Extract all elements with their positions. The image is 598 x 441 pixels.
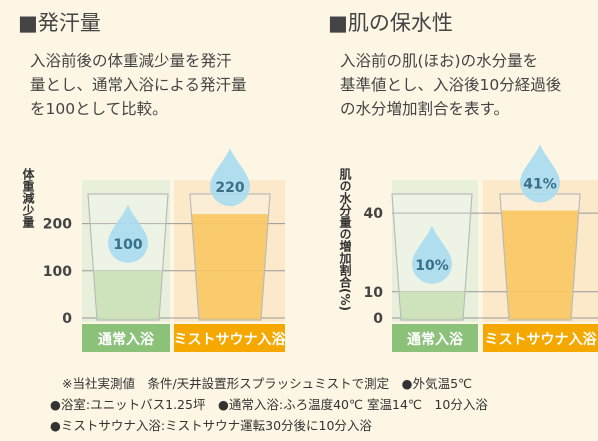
x-tick-label: 通常入浴 — [407, 331, 464, 348]
page: ■発汗量入浴前後の体重減少量を発汗量とし、通常入浴による発汗量を100として比較… — [0, 0, 598, 441]
drop — [520, 144, 560, 202]
note: ●浴室:ユニットバス1.25坪 ●通常入浴:ふろ温度40℃ 室温14℃ 10分入… — [50, 397, 488, 412]
note: ※当社実測値 条件/天井設置形スプラッシュミストで測定 ●外気温5℃ — [62, 376, 472, 391]
y-tick-label: 40 — [364, 206, 384, 222]
value-label: 10% — [415, 258, 449, 274]
y-axis-label: 体重減少量 — [21, 167, 35, 228]
x-tick-label: ミストサウナ入浴 — [174, 331, 287, 348]
description: 入浴前後の体重減少量を発汗 — [30, 52, 232, 70]
drop — [210, 148, 250, 206]
y-tick-label: 10 — [364, 285, 384, 301]
note: ●ミストサウナ入浴:ミストサウナ運転30分後に10分入浴 — [50, 418, 372, 433]
glass — [190, 194, 270, 320]
description: の水分増加割合を表す。 — [340, 100, 509, 118]
description: 入浴前の肌(ほお)の水分量を — [340, 52, 538, 70]
description: 量とし、通常入浴による発汗量 — [30, 76, 247, 94]
value-label: 41% — [523, 176, 557, 192]
section-title: ■発汗量 — [18, 11, 101, 35]
y-tick-label: 200 — [43, 217, 72, 233]
description: を100として比較。 — [30, 100, 168, 118]
y-tick-label: 0 — [62, 311, 72, 327]
value-label: 220 — [215, 180, 244, 196]
value-label: 100 — [113, 237, 142, 253]
glass — [500, 194, 580, 320]
y-tick-label: 100 — [43, 264, 72, 280]
x-tick-label: 通常入浴 — [98, 331, 155, 348]
section-title: ■肌の保水性 — [328, 11, 453, 35]
x-tick-label: ミストサウナ入浴 — [485, 331, 598, 348]
y-axis-label: 肌の水分量の増加割合(%) — [338, 167, 352, 311]
chart: ■発汗量入浴前後の体重減少量を発汗量とし、通常入浴による発汗量を100として比較… — [0, 0, 598, 441]
description: 基準値とし、入浴後10分経過後 — [340, 76, 562, 94]
y-tick-label: 0 — [373, 311, 383, 327]
